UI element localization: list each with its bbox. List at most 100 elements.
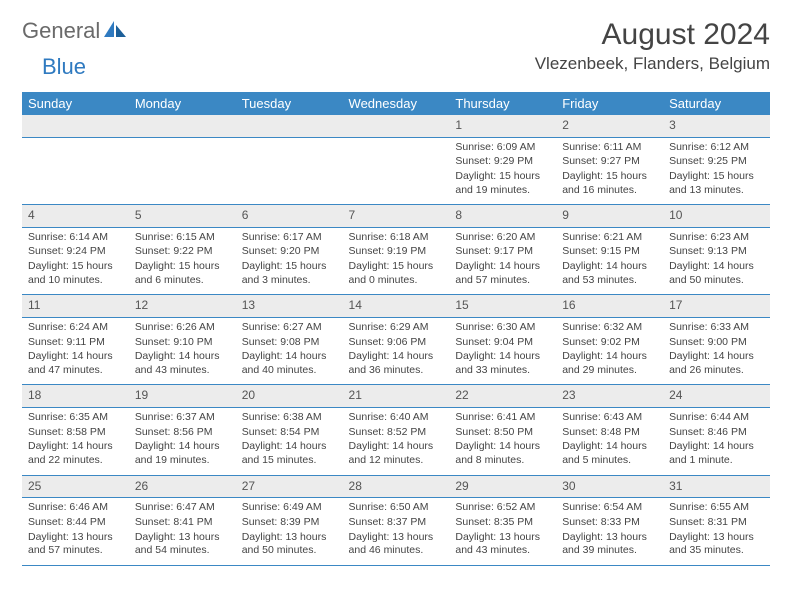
daylight-text: Daylight: 14 hours and 12 minutes.: [349, 440, 444, 467]
sunrise-text: Sunrise: 6:18 AM: [349, 231, 444, 245]
daylight-text: Daylight: 13 hours and 57 minutes.: [28, 531, 123, 558]
daylight-text: Daylight: 13 hours and 46 minutes.: [349, 531, 444, 558]
day-data-row: Sunrise: 6:46 AMSunset: 8:44 PMDaylight:…: [22, 498, 770, 566]
weekday-header: Tuesday: [236, 92, 343, 115]
sunrise-text: Sunrise: 6:24 AM: [28, 321, 123, 335]
sunset-text: Sunset: 8:33 PM: [562, 516, 657, 530]
sunset-text: Sunset: 9:13 PM: [669, 245, 764, 259]
sunrise-text: Sunrise: 6:33 AM: [669, 321, 764, 335]
daylight-text: Daylight: 14 hours and 53 minutes.: [562, 260, 657, 287]
daylight-text: Daylight: 14 hours and 50 minutes.: [669, 260, 764, 287]
day-number-cell: [236, 115, 343, 137]
sunset-text: Sunset: 9:15 PM: [562, 245, 657, 259]
day-data-cell: Sunrise: 6:46 AMSunset: 8:44 PMDaylight:…: [22, 498, 129, 566]
day-data-cell: Sunrise: 6:50 AMSunset: 8:37 PMDaylight:…: [343, 498, 450, 566]
day-number-cell: 10: [663, 205, 770, 228]
month-title: August 2024: [535, 18, 770, 52]
daylight-text: Daylight: 14 hours and 36 minutes.: [349, 350, 444, 377]
day-number-cell: 9: [556, 205, 663, 228]
sunset-text: Sunset: 9:20 PM: [242, 245, 337, 259]
sunset-text: Sunset: 9:17 PM: [455, 245, 550, 259]
daylight-text: Daylight: 13 hours and 35 minutes.: [669, 531, 764, 558]
sunrise-text: Sunrise: 6:12 AM: [669, 141, 764, 155]
day-number-cell: 7: [343, 205, 450, 228]
day-number-cell: 14: [343, 295, 450, 318]
day-number-cell: [129, 115, 236, 137]
sunset-text: Sunset: 8:44 PM: [28, 516, 123, 530]
daylight-text: Daylight: 15 hours and 6 minutes.: [135, 260, 230, 287]
day-number-cell: 25: [22, 475, 129, 498]
weekday-header: Sunday: [22, 92, 129, 115]
location: Vlezenbeek, Flanders, Belgium: [535, 54, 770, 74]
logo: General: [22, 18, 128, 44]
day-number-cell: 20: [236, 385, 343, 408]
sunset-text: Sunset: 8:48 PM: [562, 426, 657, 440]
weekday-header: Monday: [129, 92, 236, 115]
day-data-cell: Sunrise: 6:21 AMSunset: 9:15 PMDaylight:…: [556, 227, 663, 295]
day-data-cell: Sunrise: 6:09 AMSunset: 9:29 PMDaylight:…: [449, 137, 556, 205]
day-data-cell: Sunrise: 6:37 AMSunset: 8:56 PMDaylight:…: [129, 408, 236, 476]
day-data-cell: Sunrise: 6:11 AMSunset: 9:27 PMDaylight:…: [556, 137, 663, 205]
daylight-text: Daylight: 15 hours and 3 minutes.: [242, 260, 337, 287]
daylight-text: Daylight: 14 hours and 19 minutes.: [135, 440, 230, 467]
day-number-cell: [343, 115, 450, 137]
daylight-text: Daylight: 13 hours and 43 minutes.: [455, 531, 550, 558]
sunrise-text: Sunrise: 6:49 AM: [242, 501, 337, 515]
day-number-cell: 29: [449, 475, 556, 498]
day-data-cell: Sunrise: 6:24 AMSunset: 9:11 PMDaylight:…: [22, 317, 129, 385]
day-data-cell: Sunrise: 6:14 AMSunset: 9:24 PMDaylight:…: [22, 227, 129, 295]
logo-text-2: Blue: [42, 54, 86, 79]
day-number-cell: 21: [343, 385, 450, 408]
sunrise-text: Sunrise: 6:17 AM: [242, 231, 337, 245]
day-number-cell: [22, 115, 129, 137]
day-number-cell: 31: [663, 475, 770, 498]
day-data-row: Sunrise: 6:24 AMSunset: 9:11 PMDaylight:…: [22, 317, 770, 385]
daylight-text: Daylight: 14 hours and 15 minutes.: [242, 440, 337, 467]
day-number-row: 11121314151617: [22, 295, 770, 318]
daylight-text: Daylight: 15 hours and 13 minutes.: [669, 170, 764, 197]
day-data-cell: [343, 137, 450, 205]
day-data-cell: Sunrise: 6:23 AMSunset: 9:13 PMDaylight:…: [663, 227, 770, 295]
day-number-cell: 11: [22, 295, 129, 318]
daylight-text: Daylight: 15 hours and 10 minutes.: [28, 260, 123, 287]
day-data-row: Sunrise: 6:09 AMSunset: 9:29 PMDaylight:…: [22, 137, 770, 205]
sunrise-text: Sunrise: 6:27 AM: [242, 321, 337, 335]
sunrise-text: Sunrise: 6:11 AM: [562, 141, 657, 155]
daylight-text: Daylight: 13 hours and 50 minutes.: [242, 531, 337, 558]
daylight-text: Daylight: 14 hours and 29 minutes.: [562, 350, 657, 377]
day-data-cell: Sunrise: 6:44 AMSunset: 8:46 PMDaylight:…: [663, 408, 770, 476]
sunrise-text: Sunrise: 6:41 AM: [455, 411, 550, 425]
day-number-cell: 18: [22, 385, 129, 408]
sunset-text: Sunset: 8:31 PM: [669, 516, 764, 530]
daylight-text: Daylight: 14 hours and 40 minutes.: [242, 350, 337, 377]
sunrise-text: Sunrise: 6:54 AM: [562, 501, 657, 515]
sunset-text: Sunset: 8:46 PM: [669, 426, 764, 440]
daylight-text: Daylight: 14 hours and 8 minutes.: [455, 440, 550, 467]
daylight-text: Daylight: 14 hours and 22 minutes.: [28, 440, 123, 467]
day-data-cell: Sunrise: 6:41 AMSunset: 8:50 PMDaylight:…: [449, 408, 556, 476]
sunset-text: Sunset: 9:24 PM: [28, 245, 123, 259]
day-number-cell: 12: [129, 295, 236, 318]
weekday-header: Thursday: [449, 92, 556, 115]
day-number-cell: 4: [22, 205, 129, 228]
weekday-header: Friday: [556, 92, 663, 115]
sunset-text: Sunset: 9:04 PM: [455, 336, 550, 350]
day-number-cell: 26: [129, 475, 236, 498]
sunset-text: Sunset: 9:29 PM: [455, 155, 550, 169]
sunset-text: Sunset: 9:27 PM: [562, 155, 657, 169]
day-data-cell: Sunrise: 6:29 AMSunset: 9:06 PMDaylight:…: [343, 317, 450, 385]
day-number-cell: 19: [129, 385, 236, 408]
daylight-text: Daylight: 14 hours and 1 minute.: [669, 440, 764, 467]
sunset-text: Sunset: 8:39 PM: [242, 516, 337, 530]
day-number-row: 25262728293031: [22, 475, 770, 498]
day-number-cell: 15: [449, 295, 556, 318]
day-number-cell: 17: [663, 295, 770, 318]
day-data-cell: Sunrise: 6:32 AMSunset: 9:02 PMDaylight:…: [556, 317, 663, 385]
day-number-cell: 5: [129, 205, 236, 228]
day-data-cell: Sunrise: 6:15 AMSunset: 9:22 PMDaylight:…: [129, 227, 236, 295]
day-data-cell: Sunrise: 6:33 AMSunset: 9:00 PMDaylight:…: [663, 317, 770, 385]
logo-text-1: General: [22, 18, 100, 43]
daylight-text: Daylight: 14 hours and 47 minutes.: [28, 350, 123, 377]
sunset-text: Sunset: 9:11 PM: [28, 336, 123, 350]
day-data-cell: Sunrise: 6:12 AMSunset: 9:25 PMDaylight:…: [663, 137, 770, 205]
